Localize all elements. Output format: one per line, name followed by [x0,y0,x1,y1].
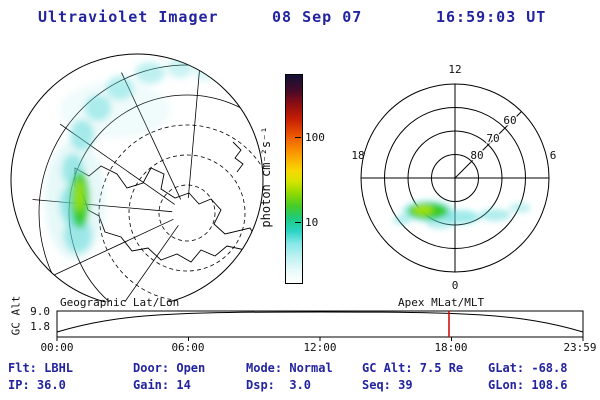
geo-panel-caption: Geographic Lat/Lon [60,296,180,309]
colorbar-tick-10 [295,222,301,223]
xtick-2359: 23:59 [563,341,597,354]
gc-alt-curve [56,311,584,333]
status-ip: IP: 36.0 [8,378,66,392]
colorbar-unit-label: photon cm⁻²s⁻¹ [259,126,273,228]
mlat-label-70: 70 [486,132,499,145]
status-col-flt: Flt: LBHL IP: 36.0 [8,360,73,394]
status-door: Door: Open [133,361,206,375]
status-flt: Flt: LBHL [8,361,74,375]
mlt-label-18: 18 [351,149,364,162]
xtick-1800: 18:00 [434,341,468,354]
apex-panel-caption: Apex MLat/MLT [398,296,485,309]
status-glon: GLon: 108.6 [488,378,568,392]
status-dsp: Dsp: 3.0 [246,378,312,392]
mlat-label-80: 80 [470,149,483,162]
aurora-emission-apex [393,200,531,229]
strip-ymax-label: 9.0 [30,305,50,318]
status-col-mode: Mode: Normal Dsp: 3.0 [246,360,333,394]
instrument-title: Ultraviolet Imager [38,8,219,26]
xtick-0000: 00:00 [40,341,74,354]
status-col-door: Door: Open Gain: 14 [133,360,205,394]
colorbar-label-100: 100 [305,131,325,144]
polar-grid [360,83,550,273]
xtick-1200: 12:00 [303,341,337,354]
status-gc-alt: GC Alt: 7.5 Re [362,361,464,375]
strip-chart-frame [56,310,584,338]
status-col-glat: GLat: -68.8 GLon: 108.6 [488,360,567,394]
colorbar-tick-100 [295,137,301,138]
field-of-view-circle [10,53,264,302]
apex-polar-panel: 12 18 6 0 60 70 80 [351,63,557,292]
gc-alt-strip-chart [56,310,584,341]
colorbar-label-10: 10 [305,216,319,229]
observation-date: 08 Sep 07 [272,8,363,26]
mlt-label-12: 12 [448,63,461,76]
status-glat: GLat: -68.8 [488,361,568,375]
observation-time: 16:59:03 UT [436,8,547,26]
geographic-image-panel [10,53,264,302]
strip-ymin-label: 1.8 [30,320,50,333]
mlt-label-6: 6 [550,149,557,162]
colorbar-gradient [285,74,303,284]
status-col-gcalt: GC Alt: 7.5 Re Seq: 39 [362,360,463,394]
aurora-emission-geo [45,58,215,260]
status-seq: Seq: 39 [362,378,413,392]
mlat-label-60: 60 [503,114,516,127]
strip-y-axis-label: GC Alt [9,295,23,336]
xtick-0600: 06:00 [171,341,205,354]
mlt-label-0: 0 [452,279,459,292]
status-gain: Gain: 14 [133,378,191,392]
strip-chart-xticks [56,337,584,341]
status-mode: Mode: Normal [246,361,333,375]
